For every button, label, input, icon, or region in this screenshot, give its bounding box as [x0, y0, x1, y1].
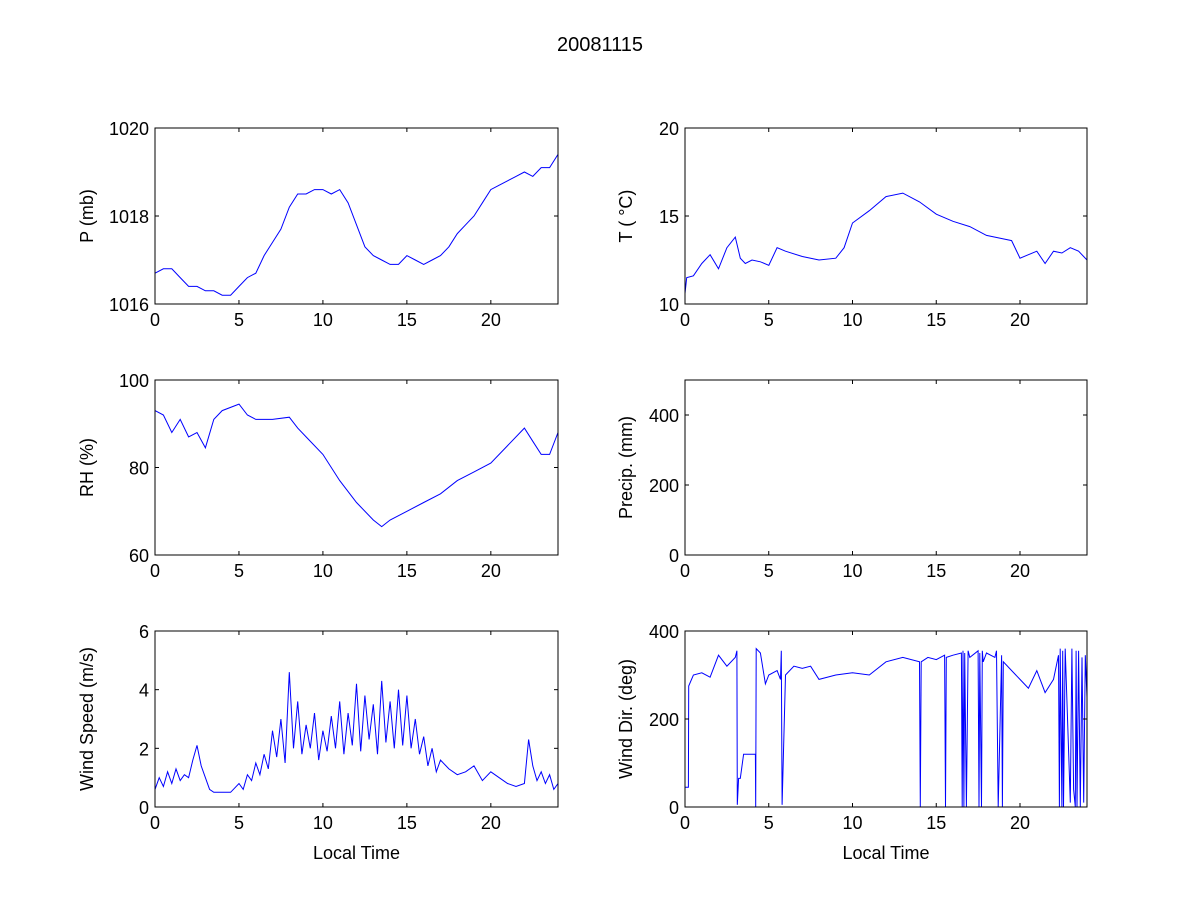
x-tick-label: 0	[680, 310, 690, 330]
y-tick-label: 60	[129, 546, 149, 566]
y-tick-label: 1018	[109, 207, 149, 227]
y-tick-label: 0	[139, 798, 149, 818]
y-tick-label: 0	[669, 546, 679, 566]
y-axis-label: RH (%)	[77, 438, 97, 497]
x-tick-label: 15	[397, 561, 417, 581]
subplot-2: 0 5 10 15 20 10 15 20 T ( °C)	[616, 119, 1088, 330]
x-axis-label: Local Time	[842, 843, 929, 863]
y-tick-label: 80	[129, 459, 149, 479]
y-axis-label: Wind Speed (m/s)	[77, 647, 97, 791]
y-tick-label: 2	[139, 739, 149, 759]
axes-box	[684, 630, 1088, 808]
x-axis-label: Local Time	[313, 843, 400, 863]
x-tick-label: 5	[764, 561, 774, 581]
axes-box	[154, 630, 559, 808]
y-tick-label: 200	[649, 710, 679, 730]
x-tick-label: 15	[926, 813, 946, 833]
x-tick-label: 10	[842, 561, 862, 581]
y-tick-label: 1016	[109, 295, 149, 315]
figure-title: 20081115	[556, 34, 643, 56]
y-tick-label: 20	[659, 119, 679, 139]
axes-box	[154, 127, 559, 305]
y-axis-label: Wind Dir. (deg)	[616, 659, 636, 779]
y-tick-label: 400	[649, 406, 679, 426]
x-tick-label: 20	[481, 813, 501, 833]
series-line	[154, 154, 559, 296]
y-axis-label: P (mb)	[77, 189, 97, 243]
x-tick-label: 5	[234, 310, 244, 330]
y-tick-label: 1020	[109, 119, 149, 139]
y-tick-label: 200	[649, 476, 679, 496]
y-tick-label: 0	[669, 798, 679, 818]
x-tick-label: 0	[680, 561, 690, 581]
x-tick-label: 10	[313, 310, 333, 330]
y-tick-label: 4	[139, 681, 149, 701]
y-axis-label: Precip. (mm)	[616, 416, 636, 519]
x-tick-label: 15	[926, 561, 946, 581]
x-tick-label: 20	[1010, 813, 1030, 833]
x-tick-label: 0	[150, 561, 160, 581]
x-tick-label: 5	[764, 310, 774, 330]
x-tick-label: 5	[234, 561, 244, 581]
x-tick-label: 15	[397, 813, 417, 833]
x-tick-label: 20	[481, 561, 501, 581]
axes-box	[154, 379, 559, 556]
axes-box	[684, 127, 1088, 305]
x-tick-label: 5	[764, 813, 774, 833]
x-tick-label: 15	[397, 310, 417, 330]
series-line	[685, 647, 1088, 808]
subplot-1: 0 5 10 15 20 1016 1018 1020 P (mb)	[77, 119, 559, 330]
x-tick-label: 0	[150, 310, 160, 330]
x-tick-label: 20	[1010, 310, 1030, 330]
subplot-5: 0 5 10 15 20 0 2 4 6 Wind Speed (m/s) Local Time	[77, 622, 559, 863]
x-tick-label: 10	[842, 310, 862, 330]
y-tick-label: 400	[649, 622, 679, 642]
series-line	[154, 403, 559, 528]
x-tick-label: 10	[313, 561, 333, 581]
y-tick-label: 100	[119, 371, 149, 391]
subplot-3: 0 5 10 15 20 60 80 100 RH (%)	[77, 371, 559, 581]
x-tick-label: 5	[234, 813, 244, 833]
series-line	[154, 672, 559, 793]
y-tick-label: 15	[659, 207, 679, 227]
y-tick-label: 6	[139, 622, 149, 642]
y-axis-label: T ( °C)	[616, 190, 636, 243]
axes-box	[684, 379, 1088, 556]
x-tick-label: 20	[1010, 561, 1030, 581]
x-tick-label: 15	[926, 310, 946, 330]
x-tick-label: 10	[842, 813, 862, 833]
series-line	[684, 192, 1088, 294]
x-tick-label: 10	[313, 813, 333, 833]
x-tick-label: 20	[481, 310, 501, 330]
x-tick-label: 0	[680, 813, 690, 833]
y-tick-label: 10	[659, 295, 679, 315]
x-tick-label: 0	[150, 813, 160, 833]
